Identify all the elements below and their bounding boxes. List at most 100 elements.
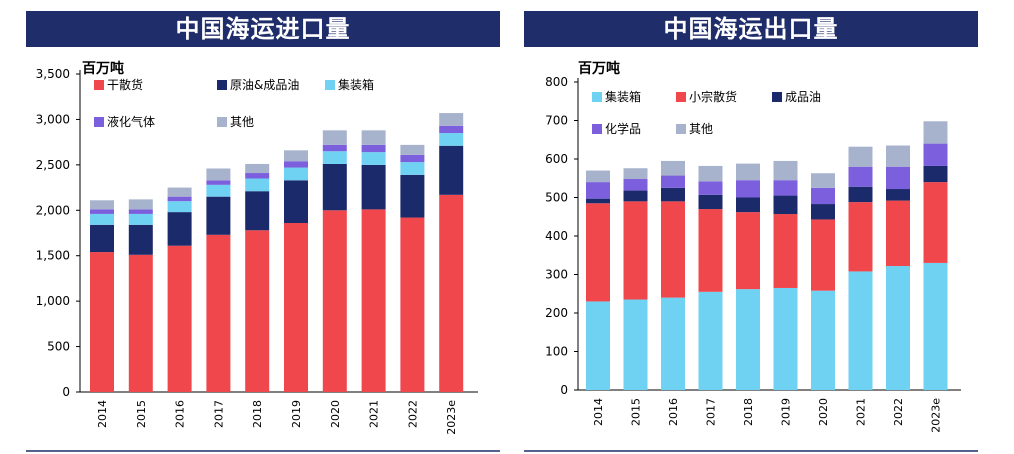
export-bar-2016-series-1 — [661, 201, 685, 298]
export-x-tick-label: 2016 — [667, 398, 680, 426]
import-bar-2021-series-2 — [361, 152, 386, 165]
export-bar-2016-series-3 — [661, 175, 685, 188]
export-bar-2017-series-4 — [698, 165, 723, 182]
import-chart-title: 中国海运进口量 — [26, 11, 500, 47]
import-bar-2015-series-3 — [128, 209, 153, 214]
export-legend-label: 成品油 — [785, 90, 821, 104]
import-bar-2023e-series-0 — [439, 194, 464, 392]
import-chart: 0 500 1,000 1,500 2,000 2,500 3,000 3,500 百万吨 201… — [26, 60, 500, 452]
export-y-tick-label: 700 — [545, 114, 568, 128]
import-bar-2018-series-4 — [245, 163, 270, 174]
import-bar-2018-series-3 — [245, 173, 270, 179]
export-bar-2015-series-0 — [623, 299, 648, 390]
import-legend-label: 其他 — [230, 115, 254, 129]
export-bar-2023e-series-0 — [923, 262, 948, 390]
import-bar-2023e-series-1 — [439, 145, 464, 195]
import-bar-2022-series-1 — [400, 174, 425, 218]
export-bar-2019-series-0 — [773, 287, 798, 390]
import-bar-2017-series-0 — [206, 234, 231, 392]
export-bar-2017-series-2 — [698, 194, 723, 210]
export-bar-2018-series-3 — [736, 180, 760, 198]
import-bar-2015-series-4 — [128, 199, 153, 210]
export-bar-2018-series-0 — [736, 289, 760, 390]
import-bar-2020-series-2 — [322, 151, 347, 164]
export-x-tick-label: 2020 — [817, 398, 830, 426]
import-bar-2023e-series-2 — [439, 133, 464, 146]
import-bar-2021-series-4 — [361, 130, 386, 145]
export-bar-2023e-series-2 — [923, 165, 948, 183]
export-bar-2020-series-1 — [811, 219, 835, 291]
export-bar-2020-series-3 — [811, 187, 835, 205]
export-legend-label: 小宗散货 — [689, 89, 737, 104]
export-bar-2019-series-1 — [773, 214, 798, 288]
import-bar-2014-series-4 — [90, 200, 114, 210]
export-legend-swatch — [772, 92, 782, 102]
import-legend-label: 原油&成品油 — [230, 78, 299, 92]
export-bar-2019-series-3 — [773, 180, 798, 196]
import-x-tick-label: 2022 — [406, 400, 419, 428]
export-bar-2014-series-3 — [586, 182, 610, 199]
export-unit-label: 百万吨 — [578, 60, 620, 77]
export-bar-2017-series-1 — [698, 209, 723, 292]
export-chart: 0 100 200 300 400 500 600 700 800 百万吨 2014 2015 2016… — [524, 60, 978, 452]
export-legend-swatch — [592, 92, 602, 102]
export-bar-2014-series-1 — [586, 203, 610, 302]
export-bar-2014-series-0 — [586, 301, 610, 390]
import-bar-2014-series-0 — [90, 252, 114, 392]
import-bar-2020-series-0 — [322, 210, 347, 392]
import-bar-2015-series-0 — [128, 254, 153, 392]
import-bar-2016-series-4 — [167, 187, 192, 197]
export-bar-2016-series-4 — [661, 160, 685, 176]
export-bar-2019-series-4 — [773, 160, 798, 181]
import-bar-2021-series-1 — [361, 164, 386, 210]
export-x-tick-label: 2023e — [930, 398, 943, 433]
import-bar-2022-series-2 — [400, 162, 425, 175]
export-legend-label: 集装箱 — [605, 89, 641, 104]
import-bar-2014-series-1 — [90, 224, 114, 253]
import-y-tick-label: 1,500 — [36, 249, 70, 263]
import-bar-2014-series-2 — [90, 213, 114, 225]
import-bar-2017-series-4 — [206, 168, 231, 181]
import-bar-2016-series-2 — [167, 201, 192, 213]
export-x-tick-label: 2019 — [780, 398, 793, 426]
import-bar-2019-series-0 — [284, 223, 308, 392]
export-legend-label: 其他 — [689, 122, 713, 136]
import-y-tick-label: 0 — [62, 385, 70, 399]
export-bar-2017-series-0 — [698, 291, 723, 390]
export-legend-swatch — [676, 92, 686, 102]
import-x-tick-label: 2021 — [368, 400, 381, 428]
export-bar-2018-series-1 — [736, 212, 760, 290]
import-bar-2022-series-4 — [400, 144, 425, 155]
import-bar-2015-series-2 — [128, 213, 153, 225]
export-bar-2015-series-2 — [623, 190, 648, 202]
export-bar-2021-series-2 — [848, 186, 873, 203]
export-y-tick-label: 500 — [545, 191, 568, 205]
import-bar-2017-series-2 — [206, 184, 231, 197]
import-unit-label: 百万吨 — [82, 60, 124, 77]
export-bar-2015-series-3 — [623, 179, 648, 191]
export-bar-2019-series-2 — [773, 195, 798, 215]
import-x-tick-label: 2018 — [251, 400, 264, 428]
import-bar-2019-series-2 — [284, 167, 308, 181]
export-bar-2016-series-0 — [661, 297, 685, 390]
export-bar-2021-series-4 — [848, 146, 873, 167]
import-bar-2019-series-4 — [284, 150, 308, 162]
export-bar-2017-series-3 — [698, 181, 723, 195]
export-legend-label: 化学品 — [605, 121, 641, 136]
import-y-tick-label: 1,000 — [36, 294, 70, 308]
export-legend-swatch — [592, 124, 602, 134]
export-x-tick-label: 2018 — [742, 398, 755, 426]
export-x-tick-label: 2014 — [592, 398, 605, 426]
export-y-tick-label: 400 — [545, 229, 568, 243]
export-y-tick-label: 600 — [545, 152, 568, 166]
import-bar-2021-series-0 — [361, 209, 386, 392]
import-y-tick-label: 3,000 — [36, 112, 70, 126]
import-bar-2016-series-0 — [167, 245, 192, 392]
export-y-tick-label: 100 — [545, 345, 568, 359]
export-legend-swatch — [676, 124, 686, 134]
import-x-tick-label: 2020 — [329, 400, 342, 428]
import-bar-2015-series-1 — [128, 224, 153, 255]
export-bar-2023e-series-4 — [923, 121, 948, 144]
export-bar-2018-series-4 — [736, 163, 760, 181]
import-y-tick-label: 2,500 — [36, 158, 70, 172]
